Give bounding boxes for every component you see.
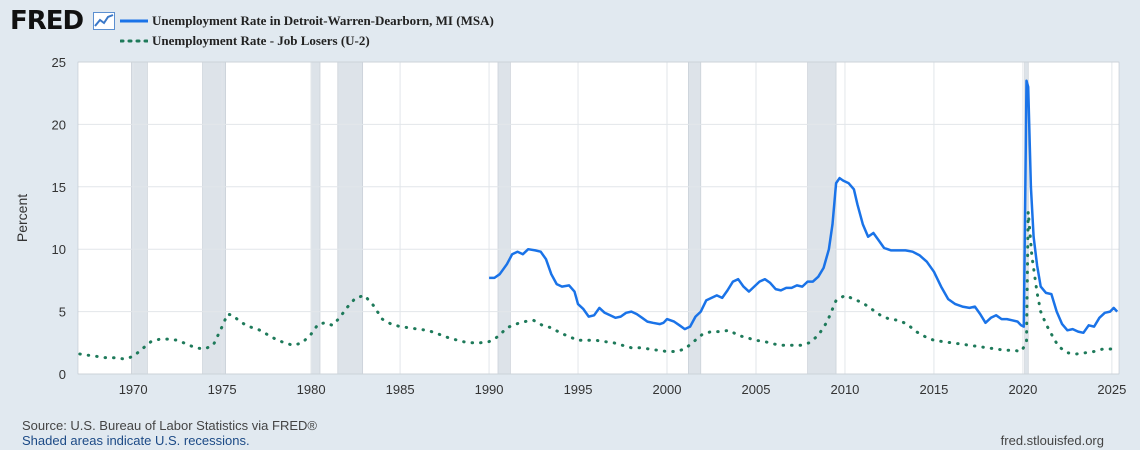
recession-band	[337, 61, 364, 375]
series-line-detroit	[489, 79, 1119, 335]
x-tick-label: 2025	[1097, 382, 1126, 397]
chart-line-icon	[93, 12, 115, 30]
plot-frame	[77, 61, 1120, 375]
x-tick-label: 2010	[830, 382, 859, 397]
x-tick-label: 1985	[386, 382, 415, 397]
site-link[interactable]: fred.stlouisfed.org	[1000, 433, 1104, 448]
legend-dotted-line-icon	[120, 39, 148, 43]
y-tick-label: 15	[52, 180, 66, 195]
x-tick-label: 1980	[297, 382, 326, 397]
chart-header: FRED Unemployment Rate in Detroit-Warren…	[0, 0, 1140, 56]
series-line-job-losers	[78, 210, 1119, 361]
legend-solid-line-icon	[120, 19, 148, 23]
x-tick-label: 2015	[919, 382, 948, 397]
source-note: Source: U.S. Bureau of Labor Statistics …	[22, 418, 317, 433]
x-tick-label: 1970	[119, 382, 148, 397]
recession-band	[131, 61, 148, 375]
y-tick-label: 25	[52, 55, 66, 70]
x-tick-label: 1995	[564, 382, 593, 397]
recession-note: Shaded areas indicate U.S. recessions.	[22, 433, 250, 448]
fred-logo[interactable]: FRED	[10, 6, 84, 36]
x-tick-label: 2020	[1008, 382, 1037, 397]
y-tick-label: 10	[52, 242, 66, 257]
legend-label-detroit: Unemployment Rate in Detroit-Warren-Dear…	[152, 13, 494, 28]
y-axis-label: Percent	[14, 194, 30, 242]
x-tick-label: 1975	[208, 382, 237, 397]
x-tick-label: 2005	[742, 382, 771, 397]
x-tick-label: 2000	[653, 382, 682, 397]
plot-background	[78, 62, 1119, 374]
x-tick-label: 1990	[475, 382, 504, 397]
legend-label-job-losers: Unemployment Rate - Job Losers (U-2)	[152, 33, 370, 48]
y-tick-label: 0	[59, 367, 66, 382]
y-tick-label: 20	[52, 117, 66, 132]
y-tick-label: 5	[59, 305, 66, 320]
